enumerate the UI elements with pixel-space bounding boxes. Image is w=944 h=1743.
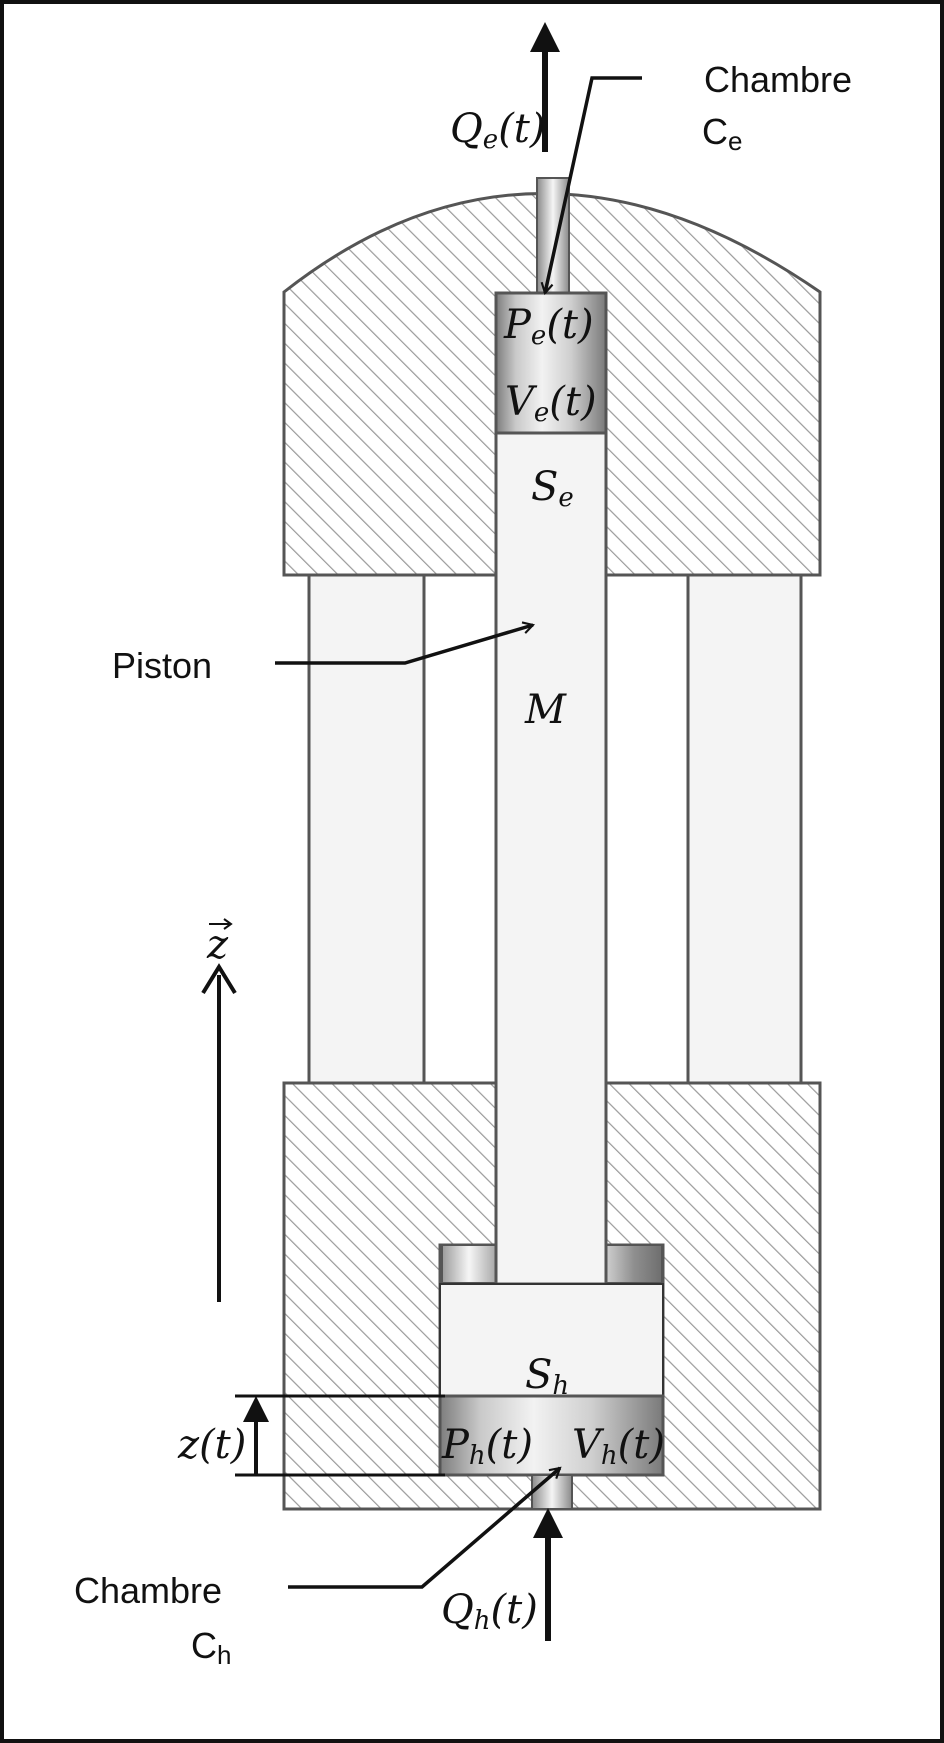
lower-port [531, 1474, 573, 1510]
mass-label: M [524, 687, 567, 733]
lower-chamber-fluid [438, 1394, 665, 1477]
z-dimension-arrowhead [243, 1396, 269, 1422]
chambre-e-label: Chambre [704, 59, 852, 100]
right-column [686, 573, 803, 1085]
chambre-h-leader [288, 1466, 562, 1589]
qh-label: Qh(t) [441, 1587, 538, 1636]
right-rod-seal [605, 1244, 663, 1284]
chambre-e-symbol: Ce [702, 111, 742, 156]
zt-label: z(t) [177, 1422, 246, 1468]
piston-label: Piston [112, 645, 212, 686]
left-rod-seal [441, 1244, 497, 1284]
piston-head [439, 1283, 664, 1397]
qh-arrowhead [533, 1508, 563, 1538]
upper-port [536, 177, 570, 295]
chambre-h-symbol: Ch [191, 1625, 231, 1670]
pe-label: Pe(t) [503, 302, 594, 351]
qe-arrowhead [530, 22, 560, 52]
z-vector-tip [223, 918, 233, 930]
ve-label: Ve(t) [505, 379, 597, 428]
z-axis-label: z [206, 922, 229, 968]
left-column [307, 573, 426, 1085]
se-label: Se [531, 464, 574, 513]
vh-label: Vh(t) [572, 1422, 665, 1471]
piston-leader [275, 621, 536, 665]
ph-label: Ph(t) [441, 1422, 533, 1471]
qe-label: Qe(t) [450, 106, 545, 155]
piston-rod [494, 431, 608, 1286]
z-axis-arrowhead [201, 963, 237, 995]
sh-label: Sh [525, 1352, 569, 1401]
chambre-h-label: Chambre [74, 1570, 222, 1611]
chambre-e-leader [540, 76, 642, 296]
